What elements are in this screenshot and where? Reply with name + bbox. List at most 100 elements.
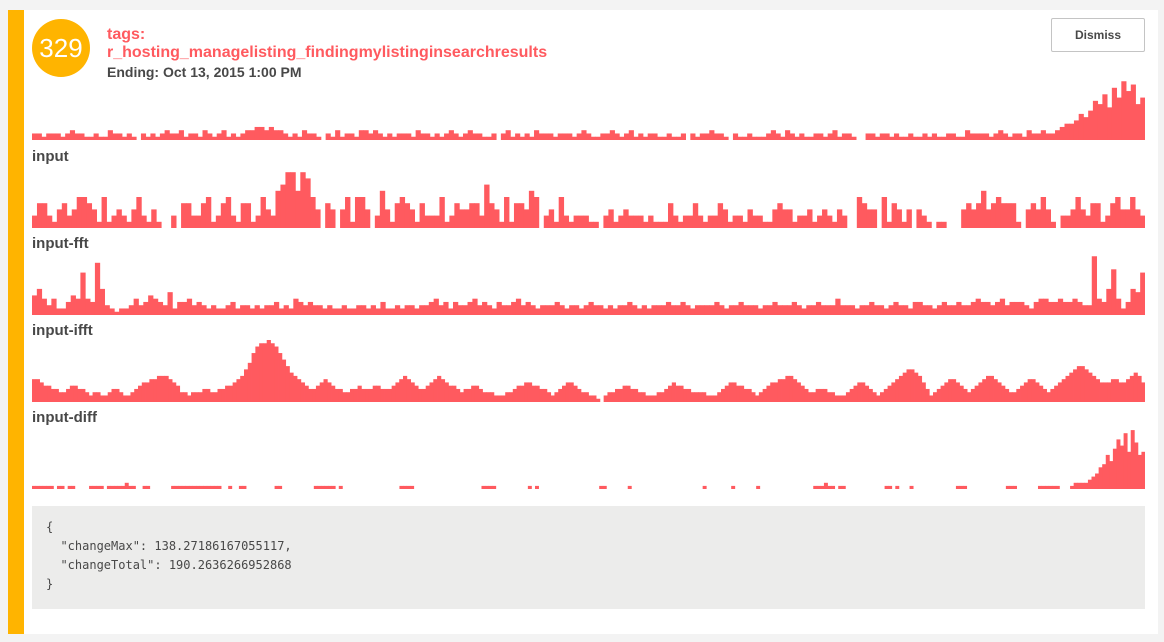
alert-card: 329 tags: r_hosting_managelisting_findin… xyxy=(8,10,1158,634)
bar xyxy=(1107,107,1113,140)
bar xyxy=(657,136,663,140)
bar xyxy=(89,485,94,489)
bar xyxy=(533,197,540,228)
bar xyxy=(823,388,828,402)
bar xyxy=(661,136,668,140)
bar xyxy=(777,305,783,315)
bar xyxy=(758,392,764,402)
bar xyxy=(511,301,517,315)
bar xyxy=(714,133,720,140)
bar xyxy=(646,308,652,315)
bar xyxy=(802,215,808,228)
bar xyxy=(883,388,888,402)
bar xyxy=(827,215,833,228)
bar xyxy=(174,485,179,489)
bar xyxy=(868,388,873,402)
bar xyxy=(515,298,522,315)
bar xyxy=(1057,298,1064,315)
bar xyxy=(380,388,385,402)
bar xyxy=(353,388,358,402)
bar xyxy=(649,395,654,402)
bar xyxy=(182,301,188,315)
bar xyxy=(772,209,778,228)
bar xyxy=(225,197,232,228)
bar xyxy=(1040,197,1047,228)
bar xyxy=(501,395,506,402)
dismiss-button[interactable]: Dismiss xyxy=(1051,18,1145,52)
bar xyxy=(599,485,604,489)
bar xyxy=(849,305,856,315)
bar xyxy=(84,136,90,140)
bar xyxy=(308,388,313,402)
bar xyxy=(443,301,449,315)
bar xyxy=(1035,209,1042,228)
bar xyxy=(205,197,212,228)
bar xyxy=(306,133,312,140)
bar xyxy=(831,221,838,228)
bar xyxy=(454,203,460,228)
bar xyxy=(861,382,866,402)
bar xyxy=(770,382,775,402)
bar xyxy=(808,136,814,140)
bar xyxy=(836,209,843,228)
bar xyxy=(679,385,684,402)
bar xyxy=(297,379,302,402)
bar xyxy=(638,133,644,140)
bar xyxy=(820,305,827,315)
bar xyxy=(630,388,635,402)
bar xyxy=(1097,104,1103,140)
bar xyxy=(686,388,692,402)
bar xyxy=(846,133,852,140)
alert-title[interactable]: tags: r_hosting_managelisting_findingmyl… xyxy=(107,26,547,62)
bar xyxy=(736,385,741,402)
bar xyxy=(499,221,505,228)
bar xyxy=(32,295,38,315)
bar xyxy=(687,215,694,228)
bar xyxy=(168,379,173,402)
bar xyxy=(982,379,987,402)
bar xyxy=(636,308,643,315)
bar xyxy=(481,136,488,140)
bar xyxy=(90,301,96,315)
bar xyxy=(488,485,493,489)
bar xyxy=(150,133,156,140)
bar xyxy=(440,379,446,402)
bar xyxy=(58,392,63,402)
bar xyxy=(680,301,686,315)
bar xyxy=(822,209,828,228)
bar xyxy=(527,485,532,489)
bar xyxy=(188,485,193,489)
bar xyxy=(404,203,411,228)
bar xyxy=(363,130,369,140)
bar xyxy=(128,305,135,315)
bar xyxy=(92,485,97,489)
bar xyxy=(931,133,938,140)
bar xyxy=(472,298,478,315)
bar xyxy=(195,215,202,228)
bar xyxy=(275,190,281,228)
bar xyxy=(390,308,396,315)
bar xyxy=(838,395,843,402)
bar xyxy=(209,392,215,402)
bar xyxy=(119,392,124,402)
bar xyxy=(312,388,317,402)
bar xyxy=(220,308,226,315)
bar xyxy=(128,485,133,489)
bar xyxy=(215,215,222,228)
bar xyxy=(199,485,204,489)
bar xyxy=(875,136,881,140)
bar xyxy=(293,375,298,402)
bar xyxy=(527,382,533,402)
bar xyxy=(274,485,279,489)
bar xyxy=(955,382,960,402)
bar xyxy=(1126,379,1131,402)
bar xyxy=(896,209,902,228)
bar xyxy=(607,305,614,315)
bar xyxy=(562,133,568,140)
bar xyxy=(739,385,745,402)
bar xyxy=(62,392,67,402)
bar xyxy=(1057,382,1063,402)
bar xyxy=(1033,301,1039,315)
bar xyxy=(709,395,714,402)
bar xyxy=(145,136,151,140)
